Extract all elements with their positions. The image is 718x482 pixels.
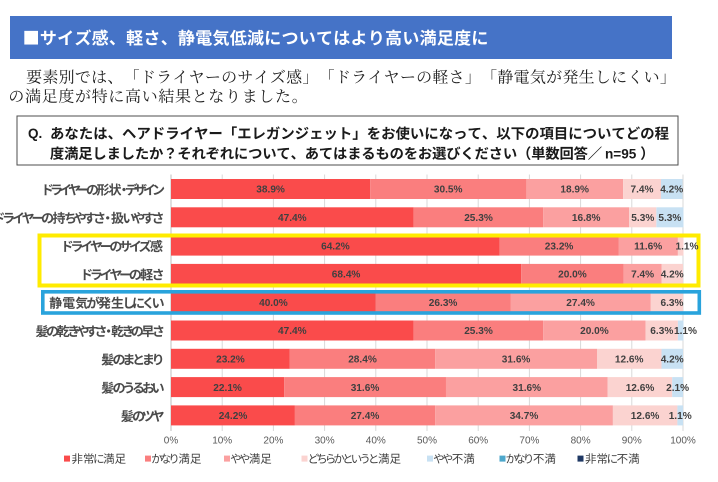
- svg-text:70%: 70%: [519, 436, 539, 447]
- svg-text:25.3%: 25.3%: [464, 213, 493, 224]
- svg-text:100%: 100%: [670, 436, 696, 447]
- svg-text:n=95: n=95: [605, 146, 637, 161]
- svg-text:27.4%: 27.4%: [351, 411, 380, 422]
- svg-text:64.2%: 64.2%: [321, 241, 350, 252]
- svg-text:28.4%: 28.4%: [348, 355, 377, 366]
- svg-text:20.0%: 20.0%: [580, 326, 609, 337]
- svg-text:31.6%: 31.6%: [502, 355, 531, 366]
- svg-text:23.2%: 23.2%: [545, 241, 574, 252]
- svg-text:5.3%: 5.3%: [631, 213, 654, 224]
- svg-text:30%: 30%: [315, 436, 335, 447]
- svg-text:7.4%: 7.4%: [631, 270, 654, 281]
- svg-text:80%: 80%: [571, 436, 591, 447]
- svg-text:38.9%: 38.9%: [256, 185, 285, 196]
- svg-text:11.6%: 11.6%: [634, 241, 662, 252]
- svg-text:40.0%: 40.0%: [259, 298, 288, 309]
- svg-text:0%: 0%: [164, 436, 179, 447]
- svg-text:1.1%: 1.1%: [669, 411, 692, 422]
- svg-text:12.6%: 12.6%: [626, 383, 655, 394]
- svg-text:90%: 90%: [622, 436, 642, 447]
- svg-text:25.3%: 25.3%: [464, 326, 493, 337]
- svg-text:23.2%: 23.2%: [216, 355, 245, 366]
- svg-text:Q.: Q.: [28, 126, 42, 141]
- svg-text:18.9%: 18.9%: [560, 185, 589, 196]
- svg-text:47.4%: 47.4%: [278, 213, 307, 224]
- svg-text:30.5%: 30.5%: [434, 185, 463, 196]
- svg-text:50%: 50%: [417, 436, 437, 447]
- svg-text:10%: 10%: [212, 436, 232, 447]
- svg-text:20%: 20%: [263, 436, 283, 447]
- svg-text:34.7%: 34.7%: [510, 411, 539, 422]
- svg-text:26.3%: 26.3%: [429, 298, 458, 309]
- svg-text:2.1%: 2.1%: [666, 383, 689, 394]
- svg-text:31.6%: 31.6%: [351, 383, 380, 394]
- svg-text:4.2%: 4.2%: [661, 270, 684, 281]
- svg-text:16.8%: 16.8%: [572, 213, 601, 224]
- svg-text:31.6%: 31.6%: [512, 383, 541, 394]
- svg-text:7.4%: 7.4%: [630, 185, 653, 196]
- svg-text:6.3%: 6.3%: [650, 326, 673, 337]
- svg-text:5.3%: 5.3%: [658, 213, 681, 224]
- svg-text:24.2%: 24.2%: [219, 411, 248, 422]
- svg-text:40%: 40%: [366, 436, 386, 447]
- svg-text:1.1%: 1.1%: [675, 241, 698, 252]
- svg-text:47.4%: 47.4%: [278, 326, 307, 337]
- svg-text:4.2%: 4.2%: [660, 185, 683, 196]
- svg-text:4.2%: 4.2%: [661, 355, 684, 366]
- svg-text:60%: 60%: [468, 436, 488, 447]
- svg-text:6.3%: 6.3%: [660, 298, 683, 309]
- svg-text:27.4%: 27.4%: [566, 298, 595, 309]
- svg-text:12.6%: 12.6%: [631, 411, 660, 422]
- svg-text:1.1%: 1.1%: [674, 326, 697, 337]
- svg-text:22.1%: 22.1%: [213, 383, 242, 394]
- svg-text:12.6%: 12.6%: [615, 355, 644, 366]
- svg-text:68.4%: 68.4%: [332, 270, 361, 281]
- svg-text:20.0%: 20.0%: [558, 270, 587, 281]
